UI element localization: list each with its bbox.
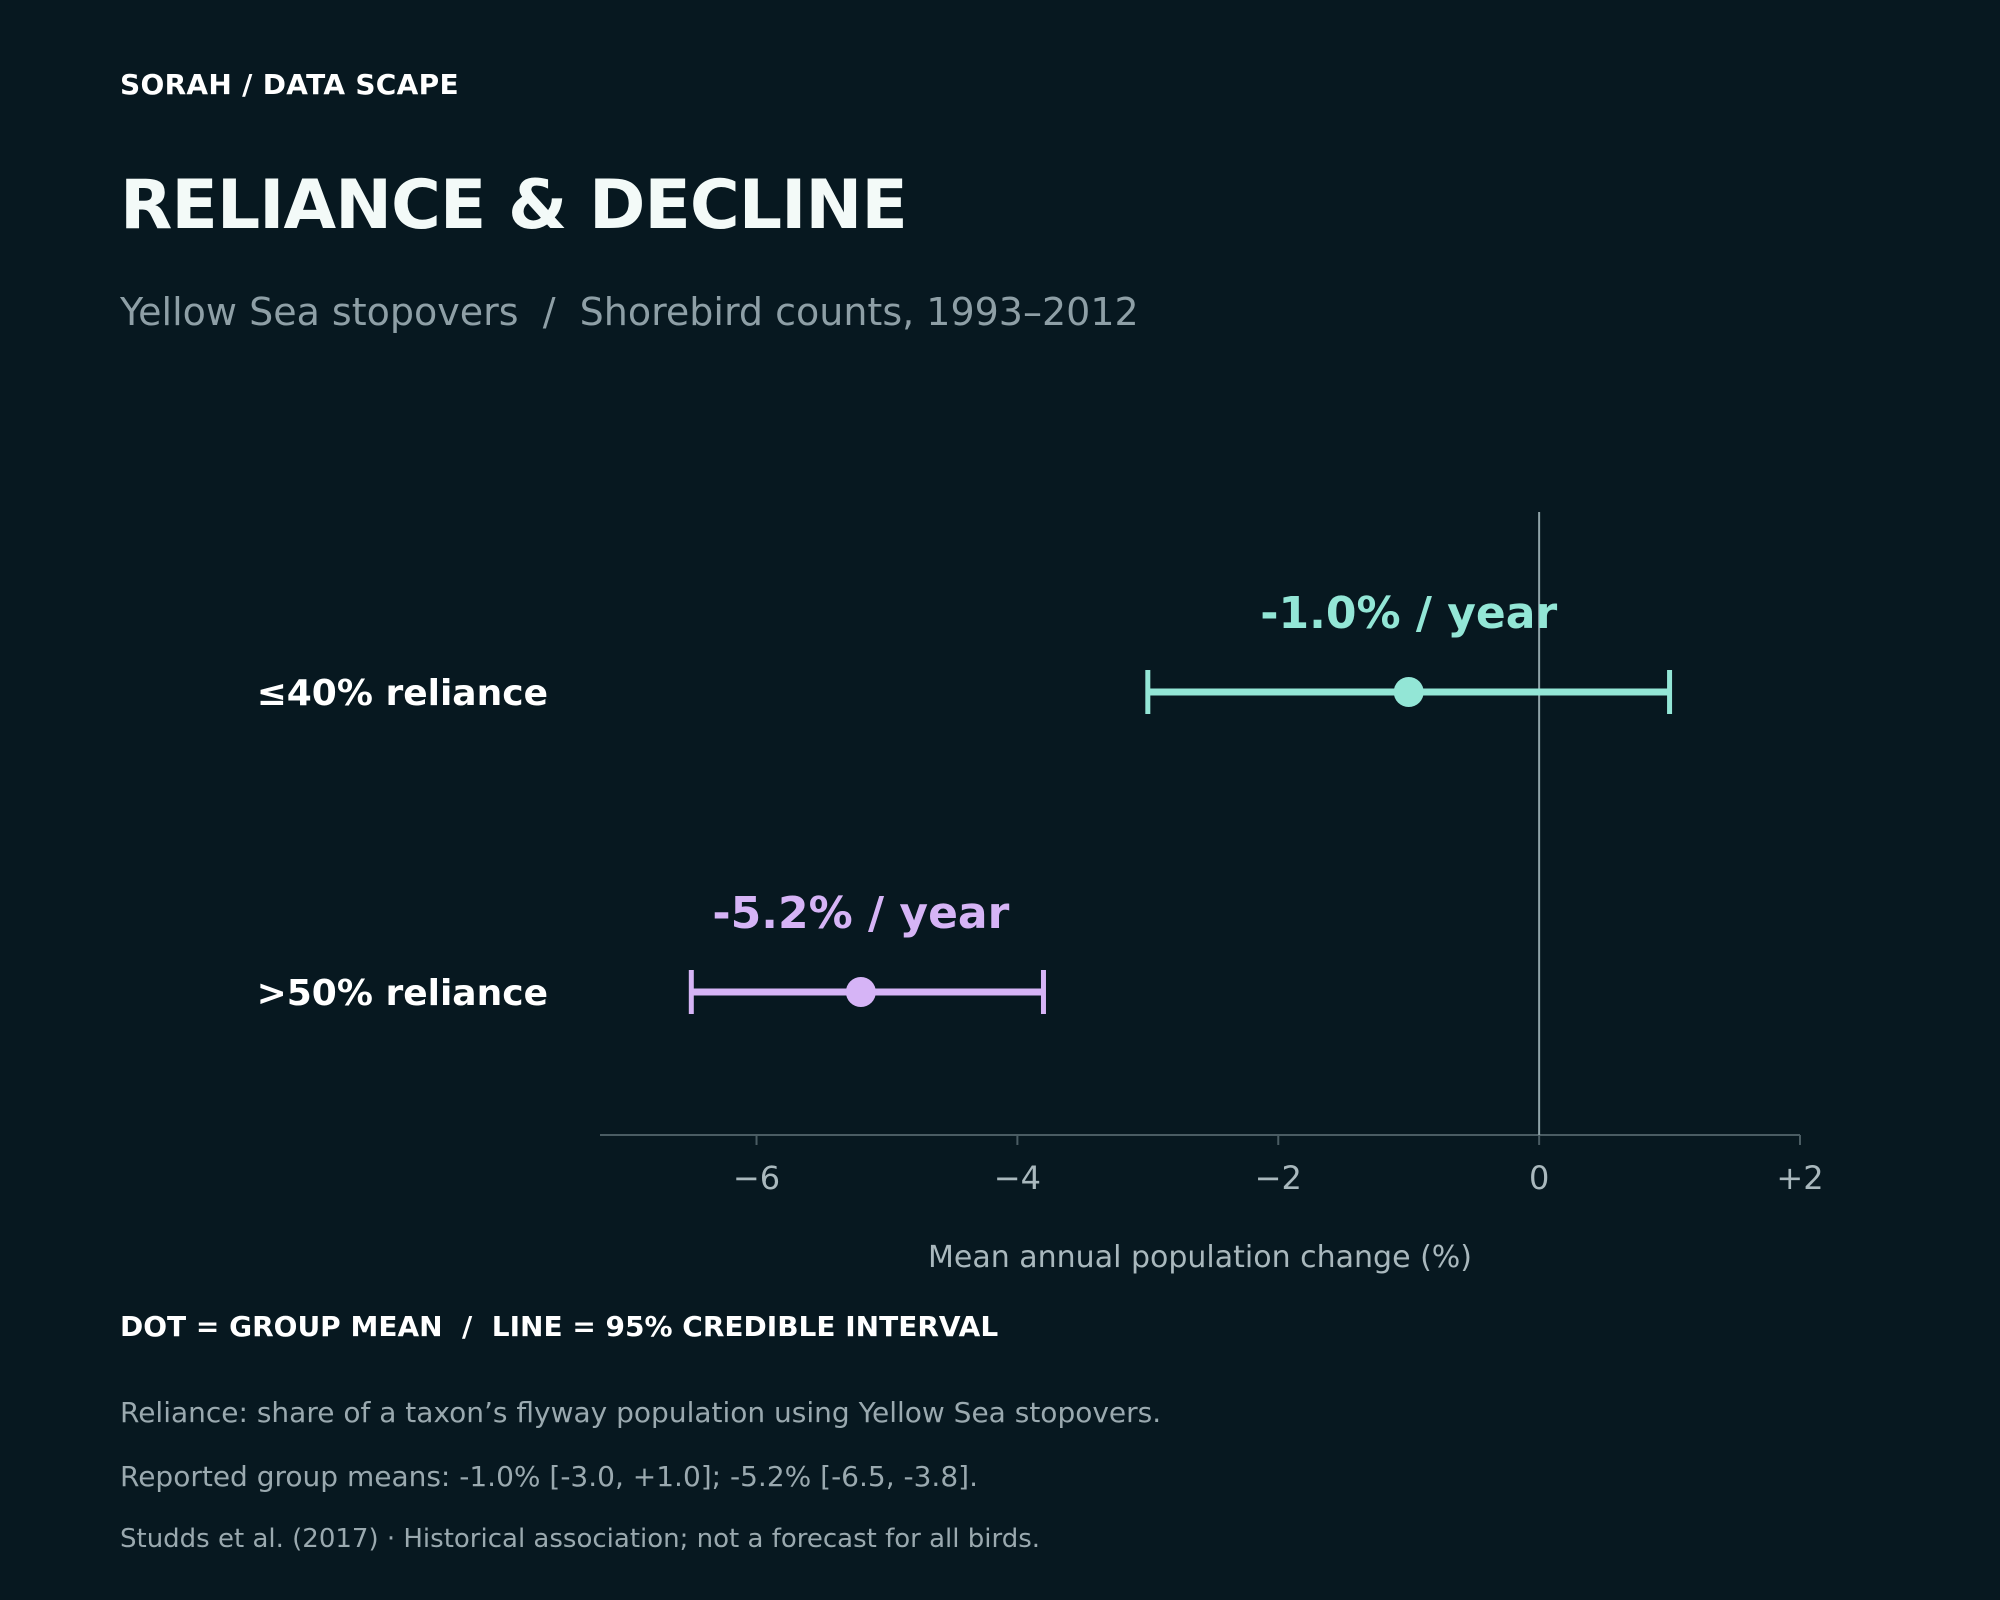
mean-annotation: -1.0% / year (1260, 588, 1557, 639)
mean-annotation: -5.2% / year (712, 888, 1009, 939)
group-label: >50% reliance (257, 973, 548, 1014)
group-label: ≤40% reliance (257, 673, 548, 714)
x-tick-label: −2 (1255, 1159, 1302, 1197)
x-axis-title: Mean annual population change (%) (928, 1240, 1472, 1275)
page-title: RELIANCE & DECLINE (120, 166, 908, 245)
dot-interval-chart: −6 −4 −2 0 +2 Mean annual population change (… (257, 512, 1824, 1275)
group-mean-dot (845, 977, 876, 1007)
x-tick-label: −4 (994, 1159, 1041, 1197)
x-tick-label: 0 (1529, 1159, 1549, 1197)
source-note: Studds et al. (2017) · Historical associ… (120, 1524, 1041, 1554)
brand-label: SORAH / DATA SCAPE (120, 68, 459, 101)
reported-means-note: Reported group means: -1.0% [-3.0, +1.0]… (120, 1460, 978, 1493)
x-tick-label: −6 (733, 1159, 780, 1197)
definition-note: Reliance: share of a taxon’s flyway popu… (120, 1396, 1162, 1429)
x-tick-label: +2 (1776, 1159, 1823, 1197)
page-subtitle: Yellow Sea stopovers / Shorebird counts,… (120, 290, 1139, 334)
group-mean-dot (1393, 677, 1424, 707)
chart-legend: DOT = GROUP MEAN / LINE = 95% CREDIBLE I… (120, 1310, 999, 1343)
